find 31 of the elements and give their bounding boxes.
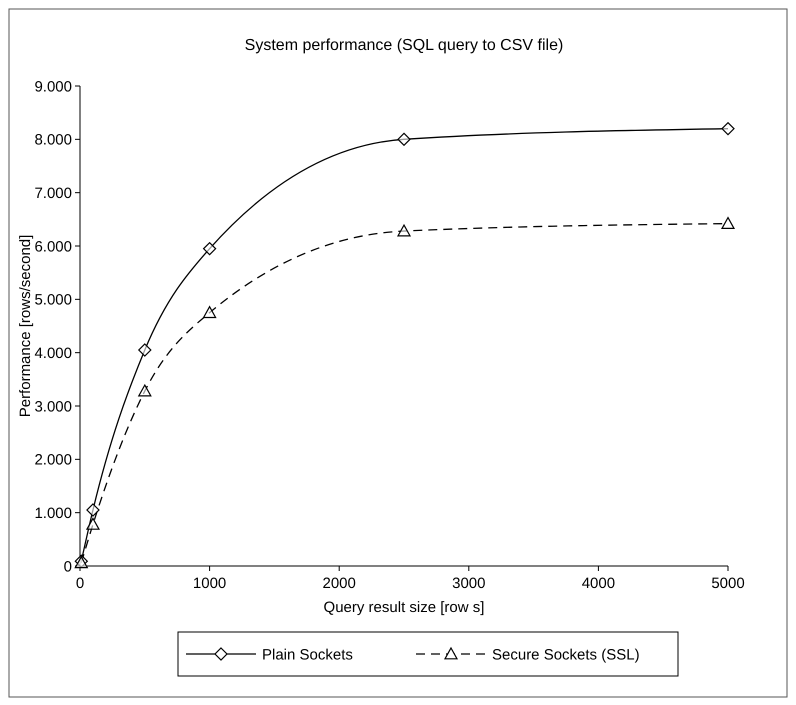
y-axis-title: Performance [rows/second]	[17, 234, 34, 418]
point	[721, 122, 735, 136]
y-tick-label: 3.000	[34, 398, 72, 416]
x-tick-label: 0	[76, 575, 84, 592]
x-tick-label: 4000	[582, 575, 616, 592]
y-tick-label: 0	[64, 558, 72, 576]
y-tick-label: 6.000	[34, 238, 72, 256]
point	[138, 343, 152, 357]
y-tick-label: 4.000	[34, 344, 72, 362]
x-axis-title: Query result size [row s]	[324, 599, 484, 616]
chart-title: System performance (SQL query to CSV file)	[244, 37, 564, 54]
y-tick-label: 9.000	[34, 78, 72, 96]
point	[203, 306, 216, 318]
x-tick-label: 3000	[452, 575, 486, 592]
y-tick-label: 1.000	[34, 504, 72, 522]
point	[203, 242, 216, 256]
point	[138, 384, 152, 396]
y-tick-label: 7.000	[34, 184, 72, 202]
legend-label: Plain Sockets	[262, 646, 353, 664]
x-tick-label: 1000	[192, 575, 226, 592]
x-tick-label: 2000	[322, 575, 356, 592]
point	[397, 132, 411, 146]
y-tick-label: 2.000	[34, 452, 72, 469]
legend-label: Secure Sockets (SSL)	[492, 646, 640, 664]
point	[397, 224, 411, 236]
point	[721, 217, 735, 229]
point	[86, 518, 100, 530]
point	[86, 503, 100, 517]
y-tick-label: 8.000	[34, 132, 72, 149]
y-tick-label: 5.000	[34, 292, 72, 309]
x-tick-label: 5000	[711, 575, 745, 592]
